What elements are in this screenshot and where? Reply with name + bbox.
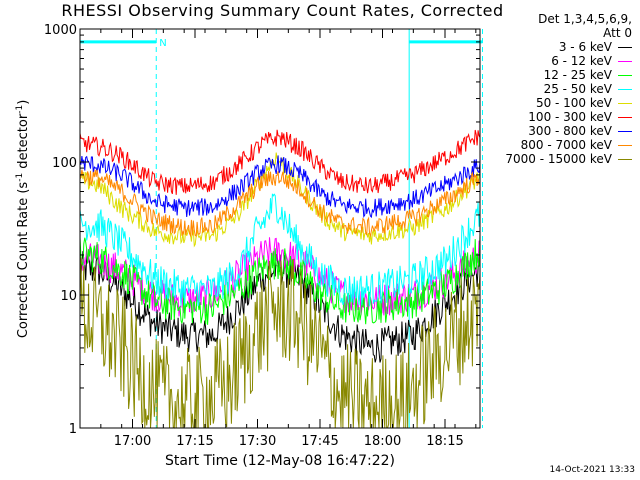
legend-swatch-2 xyxy=(618,74,632,76)
x-tick-label-5: 18:15 xyxy=(426,434,463,449)
night-label: N xyxy=(159,38,166,49)
legend-label-6: 300 - 800 keV xyxy=(528,124,612,138)
x-axis-label: Start Time (12-May-08 16:47:22) xyxy=(164,453,396,469)
series-line-7 xyxy=(79,169,481,238)
legend-item-4: 50 - 100 keV xyxy=(505,96,632,110)
legend-swatch-0 xyxy=(618,46,632,48)
series-line-2 xyxy=(79,234,481,325)
series-line-0 xyxy=(79,251,481,363)
series-line-5 xyxy=(79,129,481,195)
legend-label-0: 3 - 6 keV xyxy=(558,40,612,54)
legend-header-attenuator: Att 0 xyxy=(603,26,632,40)
series-line-1 xyxy=(79,237,481,317)
legend-header-detectors: Det 1,3,4,5,6,9, xyxy=(538,12,632,26)
legend-item-1: 6 - 12 keV xyxy=(505,54,632,68)
legend-swatch-8 xyxy=(618,158,632,160)
legend-item-8: 7000 - 15000 keV xyxy=(505,152,632,166)
y-tick-label-1: 10 xyxy=(60,289,77,304)
legend-swatch-7 xyxy=(618,144,632,146)
legend-label-3: 25 - 50 keV xyxy=(543,82,612,96)
legend-item-5: 100 - 300 keV xyxy=(505,110,632,124)
legend-swatch-6 xyxy=(618,130,632,132)
x-tick-label-1: 17:15 xyxy=(176,434,213,449)
legend-label-4: 50 - 100 keV xyxy=(535,96,612,110)
legend-label-7: 800 - 7000 keV xyxy=(520,138,612,152)
legend-swatch-3 xyxy=(618,88,632,90)
legend-item-2: 12 - 25 keV xyxy=(505,68,632,82)
legend-label-5: 100 - 300 keV xyxy=(528,110,612,124)
legend-item-6: 300 - 800 keV xyxy=(505,124,632,138)
y-tick-label-3: 1000 xyxy=(44,23,77,38)
x-tick-label-4: 18:00 xyxy=(364,434,401,449)
legend-item-0: 3 - 6 keV xyxy=(505,40,632,54)
x-tick-label-0: 17:00 xyxy=(114,434,151,449)
y-tick-label-2: 100 xyxy=(52,156,77,171)
legend-label-1: 6 - 12 keV xyxy=(551,54,612,68)
legend-item-3: 25 - 50 keV xyxy=(505,82,632,96)
legend-swatch-4 xyxy=(618,102,632,104)
series-line-4 xyxy=(79,152,481,248)
x-tick-label-3: 17:45 xyxy=(301,434,338,449)
legend-swatch-5 xyxy=(618,116,632,118)
legend: Det 1,3,4,5,6,9, Att 0 3 - 6 keV 6 - 12 k… xyxy=(505,12,632,166)
x-tick-label-2: 17:30 xyxy=(239,434,276,449)
timestamp: 14-Oct-2021 13:33 xyxy=(549,465,635,475)
y-tick-label-0: 1 xyxy=(69,422,77,437)
plot-frame xyxy=(79,28,481,429)
chart-title: RHESSI Observing Summary Count Rates, Co… xyxy=(61,1,504,20)
legend-label-8: 7000 - 15000 keV xyxy=(505,152,612,166)
y-axis-label: Corrected Count Rate (s-1 detector-1) xyxy=(14,99,32,339)
legend-swatch-1 xyxy=(618,60,632,62)
legend-label-2: 12 - 25 keV xyxy=(543,68,612,82)
legend-item-7: 800 - 7000 keV xyxy=(505,138,632,152)
series-line-6 xyxy=(79,155,481,219)
series-line-8 xyxy=(79,257,481,429)
series-line-3 xyxy=(79,193,481,307)
